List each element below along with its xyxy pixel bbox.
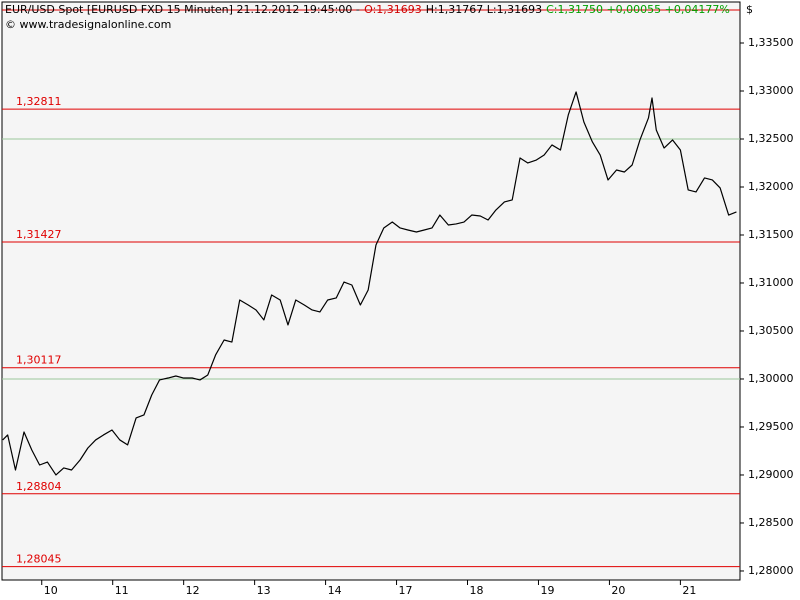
level-label: 1,28045: [16, 553, 62, 566]
y-tick-label: 1,33500: [748, 36, 794, 49]
level-label: 1,28804: [16, 480, 62, 493]
x-tick-label: 17: [399, 584, 413, 597]
x-tick-label: 21: [682, 584, 696, 597]
y-tick-label: 1,32500: [748, 132, 794, 145]
y-tick-label: 1,29500: [748, 420, 794, 433]
y-tick-label: 1,32000: [748, 180, 794, 193]
y-tick-label: 1,30000: [748, 372, 794, 385]
header-high-low: H:1,31767 L:1,31693: [426, 3, 542, 16]
chart-header: EUR/USD Spot [EURUSD FXD 15 Minuten] 21.…: [5, 3, 730, 16]
y-tick-label: 1,31500: [748, 228, 794, 241]
y-tick-label: 1,31000: [748, 276, 794, 289]
x-tick-label: 11: [115, 584, 129, 597]
level-label: 1,30117: [16, 354, 62, 367]
currency: $: [746, 3, 753, 16]
y-tick-label: 1,33000: [748, 84, 794, 97]
source: © www.tradesignalonline.com: [5, 18, 171, 31]
x-tick-label: 10: [44, 584, 58, 597]
y-tick-label: 1,29000: [748, 468, 794, 481]
price-line: [2, 91, 737, 476]
y-tick-label: 1,30500: [748, 324, 794, 337]
x-tick-label: 19: [540, 584, 554, 597]
x-tick-label: 13: [257, 584, 271, 597]
header-close: C:1,31750 +0,00055 +0,04177%: [546, 3, 730, 16]
level-label: 1,32811: [16, 95, 62, 108]
header-instrument: EUR/USD Spot [EURUSD FXD 15 Minuten] 21.…: [5, 3, 360, 16]
y-tick-label: 1,28000: [748, 564, 794, 577]
x-tick-label: 18: [470, 584, 484, 597]
plot-layer: 1,32811 1,31427 1,30117 1,28804 1,28045: [2, 9, 740, 568]
header-open: O:1,31693: [364, 3, 422, 16]
x-tick-label: 12: [186, 584, 200, 597]
level-label: 1,31427: [16, 228, 62, 241]
y-tick-label: 1,28500: [748, 516, 794, 529]
plot-area: [1, 1, 741, 581]
x-tick-label: 14: [328, 584, 342, 597]
x-tick-label: 20: [611, 584, 625, 597]
